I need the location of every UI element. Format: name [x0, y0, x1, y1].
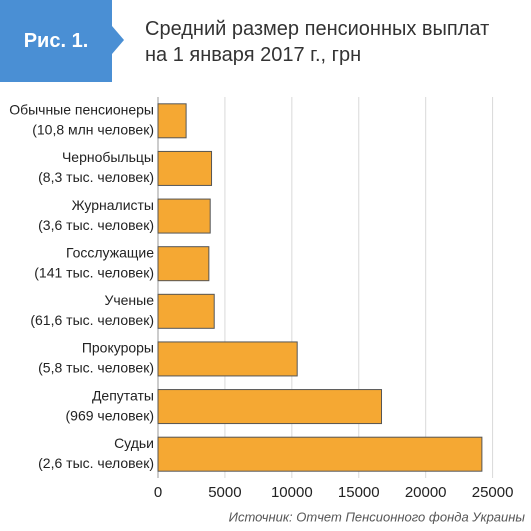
badge-arrow: [112, 26, 124, 54]
bar: [157, 103, 187, 139]
chart-title: Средний размер пенсионных выплат на 1 ян…: [145, 18, 490, 66]
y-tick-label: (969 человек): [66, 407, 155, 423]
y-tick-label: (5,8 тыс. человек): [38, 360, 154, 376]
x-tick-label: 10000: [271, 484, 313, 501]
bar: [157, 293, 215, 329]
y-tick-label: (61,6 тыс. человек): [30, 312, 154, 328]
x-tick-label: 0: [154, 484, 162, 501]
y-tick-label: (10,8 млн человек): [32, 122, 154, 138]
y-tick-label: (8,3 тыс. человек): [38, 169, 154, 185]
figure-badge: Рис. 1.: [0, 0, 112, 82]
bar: [157, 341, 298, 377]
y-tick-label: Обычные пенсионеры: [9, 102, 154, 118]
bar: [157, 150, 213, 186]
x-tick-label: 25000: [472, 484, 514, 501]
y-tick-label: Журналисты: [72, 197, 154, 213]
y-tick-label: (3,6 тыс. человек): [38, 217, 154, 233]
bar: [157, 246, 210, 282]
y-tick-label: Ученые: [104, 292, 154, 308]
y-tick-label: (2,6 тыс. человек): [38, 455, 154, 471]
x-tick-label: 20000: [405, 484, 447, 501]
y-tick-label: Госслужащие: [66, 244, 154, 260]
x-tick-label: 5000: [208, 484, 241, 501]
y-tick-label: Чернобыльцы: [62, 149, 154, 165]
y-tick-label: (141 тыс. человек): [34, 264, 154, 280]
y-tick-label: Депутаты: [92, 387, 154, 403]
bar: [157, 389, 383, 425]
bar: [157, 198, 211, 234]
x-tick-label: 15000: [338, 484, 380, 501]
y-tick-label: Прокуроры: [82, 340, 154, 356]
source-note: Источник: Отчет Пенсионного фонда Украин…: [229, 509, 526, 524]
bar: [157, 436, 483, 472]
y-tick-label: Судьи: [114, 435, 154, 451]
